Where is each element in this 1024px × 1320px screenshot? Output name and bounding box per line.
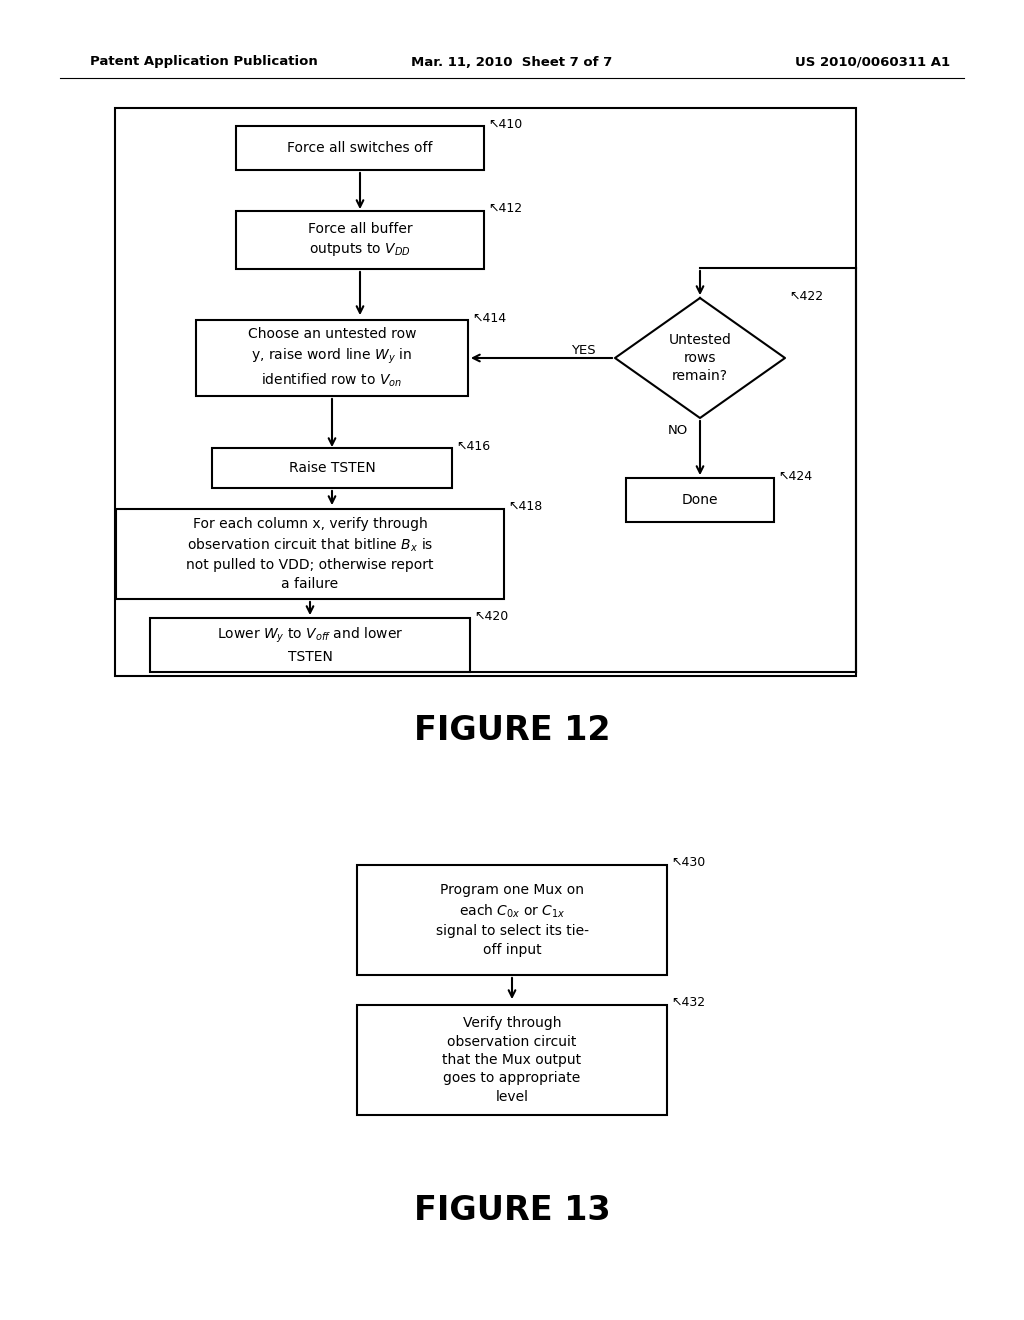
- FancyBboxPatch shape: [357, 1005, 667, 1115]
- Text: ↖424: ↖424: [778, 470, 812, 483]
- Text: ↖422: ↖422: [790, 289, 823, 302]
- FancyBboxPatch shape: [236, 125, 484, 170]
- Text: Mar. 11, 2010  Sheet 7 of 7: Mar. 11, 2010 Sheet 7 of 7: [412, 55, 612, 69]
- FancyBboxPatch shape: [236, 211, 484, 269]
- FancyBboxPatch shape: [196, 319, 468, 396]
- FancyBboxPatch shape: [212, 447, 452, 488]
- Text: Verify through
observation circuit
that the Mux output
goes to appropriate
level: Verify through observation circuit that …: [442, 1016, 582, 1104]
- Text: Lower $W_y$ to $V_{off}$ and lower
TSTEN: Lower $W_y$ to $V_{off}$ and lower TSTEN: [217, 626, 403, 664]
- Text: Program one Mux on
each $C_{0x}$ or $C_{1x}$
signal to select its tie-
off input: Program one Mux on each $C_{0x}$ or $C_{…: [435, 883, 589, 957]
- Text: Raise TSTEN: Raise TSTEN: [289, 461, 376, 475]
- Text: Force all buffer
outputs to $V_{DD}$: Force all buffer outputs to $V_{DD}$: [307, 222, 413, 257]
- Text: Choose an untested row
y, raise word line $W_y$ in
identified row to $V_{on}$: Choose an untested row y, raise word lin…: [248, 327, 416, 388]
- Text: NO: NO: [668, 424, 688, 437]
- Text: Done: Done: [682, 492, 718, 507]
- Text: ↖432: ↖432: [671, 997, 706, 1010]
- Text: For each column x, verify through
observation circuit that bitline $B_x$ is
not : For each column x, verify through observ…: [186, 517, 434, 591]
- Text: ↖420: ↖420: [474, 610, 508, 623]
- Text: ↖414: ↖414: [472, 312, 506, 325]
- Text: ↖430: ↖430: [671, 857, 706, 870]
- Text: US 2010/0060311 A1: US 2010/0060311 A1: [795, 55, 950, 69]
- Text: FIGURE 13: FIGURE 13: [414, 1193, 610, 1226]
- Text: Patent Application Publication: Patent Application Publication: [90, 55, 317, 69]
- Text: Force all switches off: Force all switches off: [288, 141, 433, 154]
- FancyBboxPatch shape: [626, 478, 774, 521]
- Text: FIGURE 12: FIGURE 12: [414, 714, 610, 747]
- Text: YES: YES: [570, 343, 595, 356]
- FancyBboxPatch shape: [116, 510, 504, 599]
- Text: ↖416: ↖416: [456, 440, 490, 453]
- Text: ↖410: ↖410: [488, 117, 522, 131]
- Text: ↖412: ↖412: [488, 202, 522, 215]
- Text: ↖418: ↖418: [508, 500, 543, 513]
- FancyBboxPatch shape: [150, 618, 470, 672]
- Text: Untested
rows
remain?: Untested rows remain?: [669, 333, 731, 383]
- FancyBboxPatch shape: [357, 865, 667, 975]
